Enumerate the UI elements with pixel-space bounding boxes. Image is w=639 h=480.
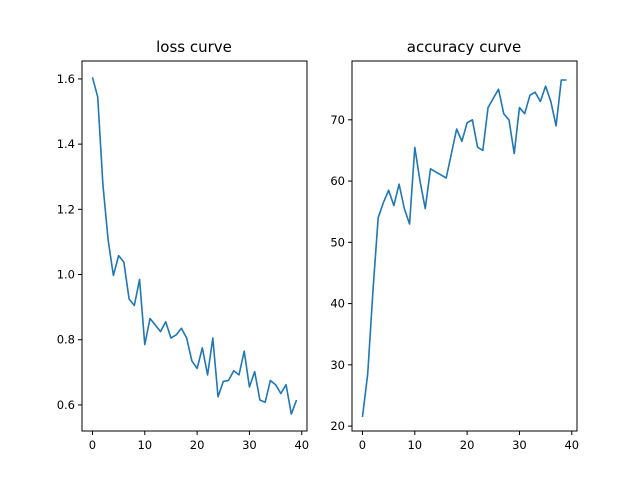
plot-frame	[81, 60, 308, 432]
x-tick-label: 40	[564, 438, 579, 452]
tick-group: 0 10 20 30 40 20 30 40 50 60 70	[330, 113, 579, 452]
accuracy-chart: accuracy curve 0 10 20 30 40 20 30 40 50 60 70	[330, 38, 579, 452]
y-tick-label: 70	[330, 113, 345, 127]
x-tick-label: 20	[190, 438, 205, 452]
y-tick-label: 40	[330, 297, 345, 311]
x-tick-label: 0	[359, 438, 366, 452]
y-tick-label: 30	[330, 358, 345, 372]
x-tick-label: 30	[242, 438, 257, 452]
loss-chart: loss curve 0 10 20 30 40 0.6 0.8 1.0 1.2 1.4 1.6	[57, 38, 309, 452]
chart-title: loss curve	[156, 38, 232, 56]
x-tick-label: 10	[137, 438, 152, 452]
y-tick-label: 1.6	[57, 72, 75, 86]
chart-title: accuracy curve	[407, 38, 521, 56]
y-tick-label: 0.6	[57, 398, 75, 412]
y-tick-label: 0.8	[57, 333, 75, 347]
y-tick-label: 20	[330, 419, 345, 433]
x-tick-label: 40	[294, 438, 309, 452]
tick-group: 0 10 20 30 40 0.6 0.8 1.0 1.2 1.4 1.6	[57, 72, 309, 452]
y-tick-label: 1.4	[57, 137, 75, 151]
x-tick-label: 0	[89, 438, 96, 452]
y-tick-label: 60	[330, 174, 345, 188]
plot-frame	[351, 60, 578, 432]
x-tick-label: 10	[407, 438, 422, 452]
y-tick-label: 1.0	[57, 268, 75, 282]
loss-series-line	[91, 77, 298, 415]
y-tick-label: 50	[330, 235, 345, 249]
x-tick-label: 20	[460, 438, 475, 452]
x-tick-label: 30	[512, 438, 527, 452]
y-tick-label: 1.2	[57, 202, 75, 216]
accuracy-series-line	[361, 79, 567, 418]
